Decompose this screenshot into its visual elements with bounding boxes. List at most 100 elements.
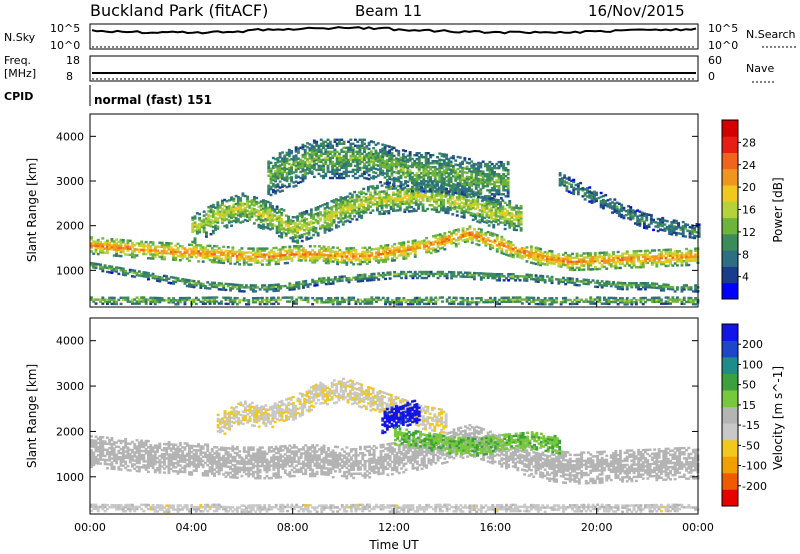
power-echo-lower-band [527, 273, 531, 277]
power-echo-upper-band [362, 191, 366, 195]
power-echo-lower-band [133, 271, 137, 274]
power-echo-lower-band [96, 263, 100, 266]
power-echo-main-band [432, 241, 435, 244]
power-echo-main-band [518, 256, 522, 259]
power-echo-high-sparse [479, 178, 483, 181]
power-echo-late-band [633, 222, 637, 225]
power-echo-lower-band [438, 272, 442, 276]
power-echo-upper-band [307, 221, 311, 224]
power-echo-high-sparse [426, 182, 430, 185]
power-echo-main-band [251, 257, 255, 260]
power-echo-upper-band [300, 215, 304, 219]
power-echo-main-band [539, 259, 543, 263]
power-echo-main-band [192, 245, 196, 249]
power-echo-upper-band [446, 201, 450, 205]
power-echo-main-band [210, 248, 214, 252]
power-echo-main-band [308, 259, 312, 262]
power-echo-upper-band [227, 207, 231, 210]
power-echo-lower-band [197, 282, 201, 285]
power-echo-main-band [660, 263, 663, 266]
power-echo-high-sparse [306, 152, 309, 155]
power-echo-high-sparse [442, 181, 446, 184]
power-echo-lower-band [422, 270, 426, 274]
power-echo-upper-band [193, 223, 197, 226]
power-echo-upper-band [515, 210, 518, 214]
power-echo-upper-band [380, 202, 384, 205]
power-echo-high-sparse [342, 140, 346, 144]
power-echo-upper-band [480, 203, 484, 207]
power-echo-high-sparse [319, 168, 323, 172]
power-echo-high-sparse [502, 189, 506, 192]
power-echo-main-band [493, 241, 497, 244]
power-echo-upper-band [519, 223, 523, 226]
power-echo-lower-band [397, 274, 401, 278]
power-echo-main-band [552, 256, 556, 259]
power-echo-high-sparse [395, 179, 398, 182]
power-echo-high-sparse [297, 175, 300, 179]
power-echo-main-band [135, 254, 139, 257]
power-echo-high-sparse [299, 180, 303, 184]
power-echo-lower-band [249, 288, 253, 291]
power-echo-upper-band [280, 232, 284, 235]
power-echo-late-band [611, 201, 614, 204]
power-echo-upper-band [519, 229, 523, 232]
power-echo-main-band [666, 258, 670, 262]
power-echo-main-band [306, 255, 310, 258]
power-echo-high-sparse [297, 149, 300, 152]
power-echo-upper-band [364, 201, 368, 204]
power-echo-main-band [605, 251, 609, 254]
power-echo-high-sparse [278, 152, 282, 155]
power-echo-upper-band [198, 223, 202, 226]
power-echo-high-sparse [483, 179, 487, 182]
power-echo-high-sparse [424, 168, 428, 171]
power-echo-lower-band [242, 290, 246, 293]
power-echo-lower-band [183, 278, 187, 281]
power-echo-late-band [688, 226, 692, 229]
power-echo-high-sparse [319, 154, 323, 158]
power-echo-upper-band [250, 207, 254, 210]
power-echo-upper-band [250, 201, 254, 204]
power-echo-high-sparse [390, 162, 394, 165]
power-echo-upper-band [248, 200, 252, 203]
power-echo-high-sparse [278, 180, 282, 183]
power-echo-upper-band [293, 226, 297, 229]
power-echo-high-sparse [406, 180, 410, 184]
power-echo-lower-band [477, 272, 481, 275]
power-echo-high-sparse [292, 181, 296, 184]
power-echo-main-band [160, 253, 164, 257]
power-echo-high-sparse [376, 152, 380, 155]
power-echo-high-sparse [365, 177, 369, 180]
power-echo-upper-band [230, 210, 233, 213]
power-echo-lower-band [354, 276, 358, 279]
power-echo-high-sparse [328, 152, 332, 156]
power-echo-high-sparse [385, 181, 389, 184]
power-echo-lower-band [322, 279, 326, 282]
power-echo-late-band [636, 217, 640, 220]
power-echo-main-band [625, 250, 629, 253]
power-echo-high-sparse [486, 164, 490, 168]
power-echo-late-band [636, 221, 640, 224]
power-echo-main-band [345, 261, 349, 264]
power-echo-high-sparse [290, 158, 293, 161]
power-echo-upper-band [405, 198, 409, 201]
power-echo-main-band [194, 244, 198, 247]
power-echo-high-sparse [335, 166, 339, 170]
power-echo-upper-band [198, 216, 202, 220]
power-echo-main-band [523, 255, 527, 259]
power-echo-upper-band [503, 207, 507, 211]
power-echo-upper-band [252, 214, 256, 217]
power-echo-main-band [657, 261, 661, 264]
power-echo-late-band [608, 198, 612, 201]
power-echo-upper-band [202, 228, 206, 232]
power-echo-upper-band [444, 195, 448, 198]
power-echo-upper-band [360, 192, 363, 195]
power-echo-high-sparse [383, 148, 387, 151]
power-echo-upper-band [435, 206, 439, 209]
power-echo-high-sparse [278, 186, 282, 189]
power-echo-lower-band [311, 280, 315, 284]
power-echo-high-sparse [477, 179, 480, 183]
power-echo-late-band [592, 200, 596, 204]
power-echo-lower-band [402, 272, 406, 276]
power-echo-upper-band [421, 197, 425, 200]
power-echo-upper-band [421, 193, 425, 196]
